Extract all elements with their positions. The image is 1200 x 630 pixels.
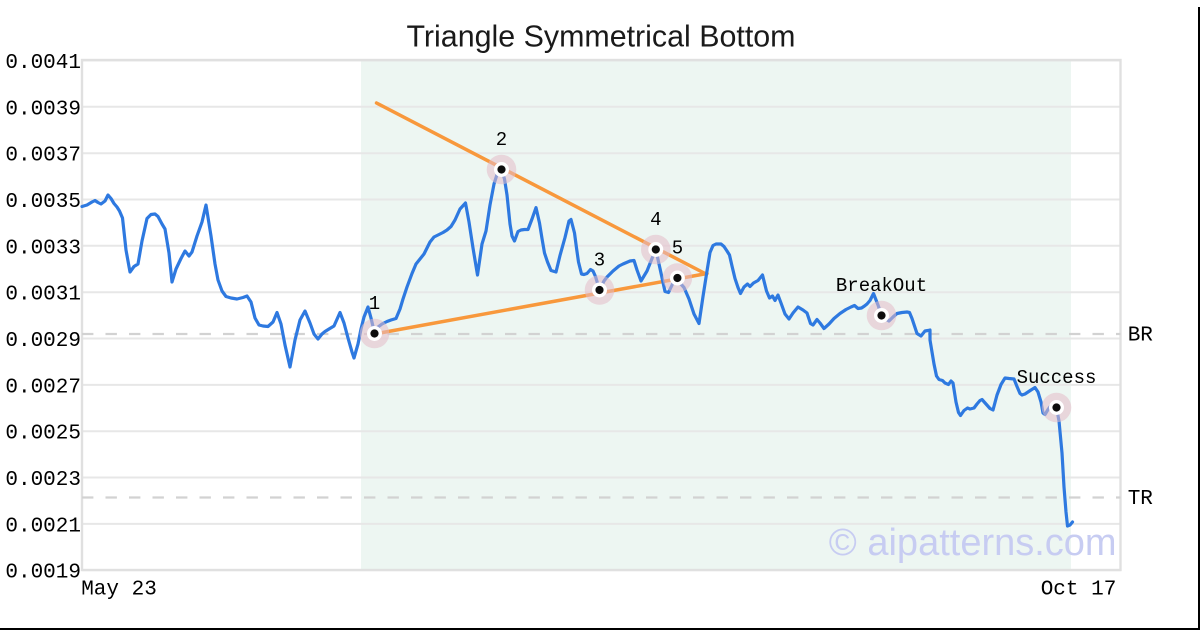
svg-text:0.0027: 0.0027 [5,376,81,399]
svg-text:May 23: May 23 [81,579,157,602]
svg-text:5: 5 [672,238,683,260]
svg-text:Oct 17: Oct 17 [1041,579,1117,602]
svg-text:TR: TR [1128,488,1154,511]
svg-text:0.0025: 0.0025 [5,423,81,446]
svg-text:0.0029: 0.0029 [5,330,81,353]
svg-text:0.0035: 0.0035 [5,191,81,214]
svg-text:0.0033: 0.0033 [5,237,81,260]
svg-text:Triangle Symmetrical Bottom: Triangle Symmetrical Bottom [407,20,796,54]
svg-text:4: 4 [650,209,661,231]
svg-text:0.0021: 0.0021 [5,515,81,538]
svg-text:© aipatterns.com: © aipatterns.com [829,522,1117,564]
svg-text:3: 3 [594,250,605,272]
svg-text:0.0023: 0.0023 [5,469,81,492]
svg-text:BR: BR [1128,325,1154,348]
svg-text:BreakOut: BreakOut [836,275,927,297]
svg-text:0.0039: 0.0039 [5,98,81,121]
svg-text:0.0041: 0.0041 [5,52,81,75]
svg-text:Success: Success [1017,367,1097,389]
svg-text:2: 2 [496,129,507,151]
svg-text:0.0019: 0.0019 [5,562,81,585]
svg-text:0.0031: 0.0031 [5,284,81,307]
svg-text:0.0037: 0.0037 [5,145,81,168]
svg-text:1: 1 [369,293,380,315]
